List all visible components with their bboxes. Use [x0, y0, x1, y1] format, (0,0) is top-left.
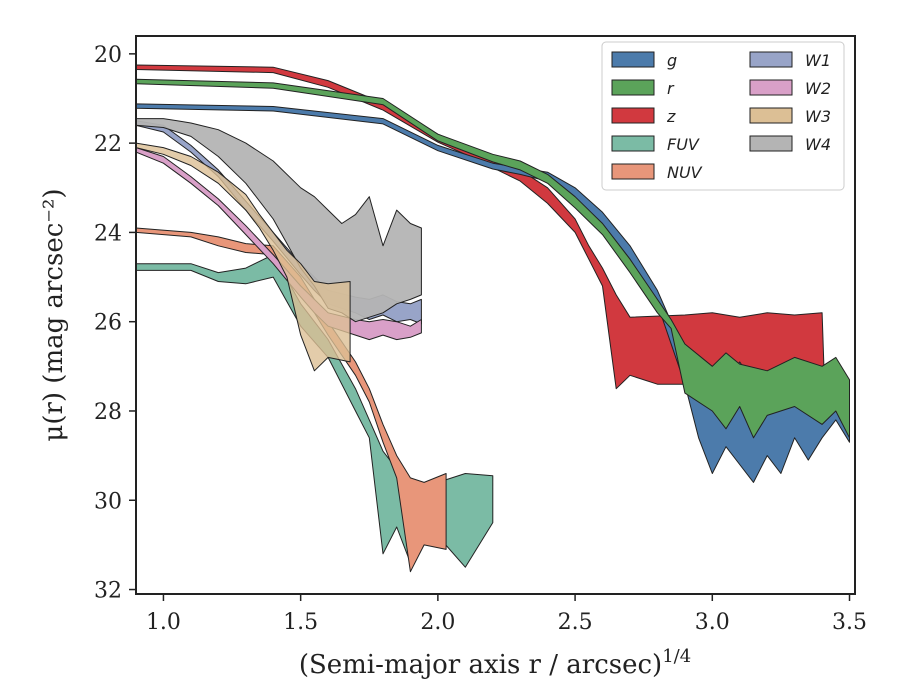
x-tick-label: 1.5 [283, 610, 318, 635]
y-tick-label: 22 [94, 132, 122, 157]
legend-swatch-r [611, 79, 655, 96]
legend-label-w2: W2 [805, 79, 831, 98]
x-tick-label: 2.5 [558, 610, 593, 635]
band-r [136, 78, 850, 439]
x-tick-label: 1.0 [146, 610, 181, 635]
y-axis-label: μ(r) (mag arcsec⁻²) [39, 188, 69, 441]
y-tick-label: 32 [94, 579, 122, 604]
x-axis-label-text: (Semi-major axis r / arcsec) [299, 650, 662, 680]
legend-swatch-z [611, 107, 655, 124]
legend-label-fuv: FUV [667, 135, 700, 154]
band-w3 [136, 142, 351, 372]
x-axis-label-exponent: 1/4 [662, 646, 691, 667]
legend-swatch-w4 [749, 135, 793, 152]
legend-swatch-fuv [611, 135, 655, 152]
legend-label-r: r [667, 79, 675, 98]
legend-label-g: g [667, 51, 677, 70]
y-tick-label: 26 [94, 311, 122, 336]
x-tick-label: 2.0 [420, 610, 455, 635]
x-axis-ticks: 1.0 1.5 2.0 2.5 3.0 3.5 [146, 594, 867, 635]
band-w4 [136, 118, 422, 323]
legend-swatch-w3 [749, 107, 793, 124]
legend-swatch-nuv [611, 163, 655, 180]
legend-label-nuv: NUV [667, 163, 703, 182]
y-tick-label: 30 [94, 489, 122, 514]
legend-swatch-w1 [749, 51, 793, 68]
legend-label-w4: W4 [805, 135, 831, 154]
y-axis-ticks: 20 22 24 26 28 30 32 [94, 43, 136, 604]
legend-label-w1: W1 [805, 51, 831, 70]
y-tick-label: 20 [94, 43, 122, 68]
y-tick-label: 28 [94, 400, 122, 425]
profile-bands [136, 64, 850, 573]
x-tick-label: 3.0 [695, 610, 730, 635]
y-tick-label: 24 [94, 221, 122, 246]
legend-label-z: z [666, 107, 676, 126]
plot-frame [135, 35, 856, 595]
legend-swatch-g [611, 51, 655, 68]
legend: grz FUV NUV W1 W2 W3 W4 [601, 41, 845, 191]
legend-box [601, 41, 845, 191]
x-tick-label: 3.5 [832, 610, 867, 635]
band-w2 [136, 147, 422, 341]
legend-label-w3: W3 [805, 107, 831, 126]
legend-swatch-w2 [749, 79, 793, 96]
x-axis-label: (Semi-major axis r / arcsec)1/4 [299, 646, 691, 680]
